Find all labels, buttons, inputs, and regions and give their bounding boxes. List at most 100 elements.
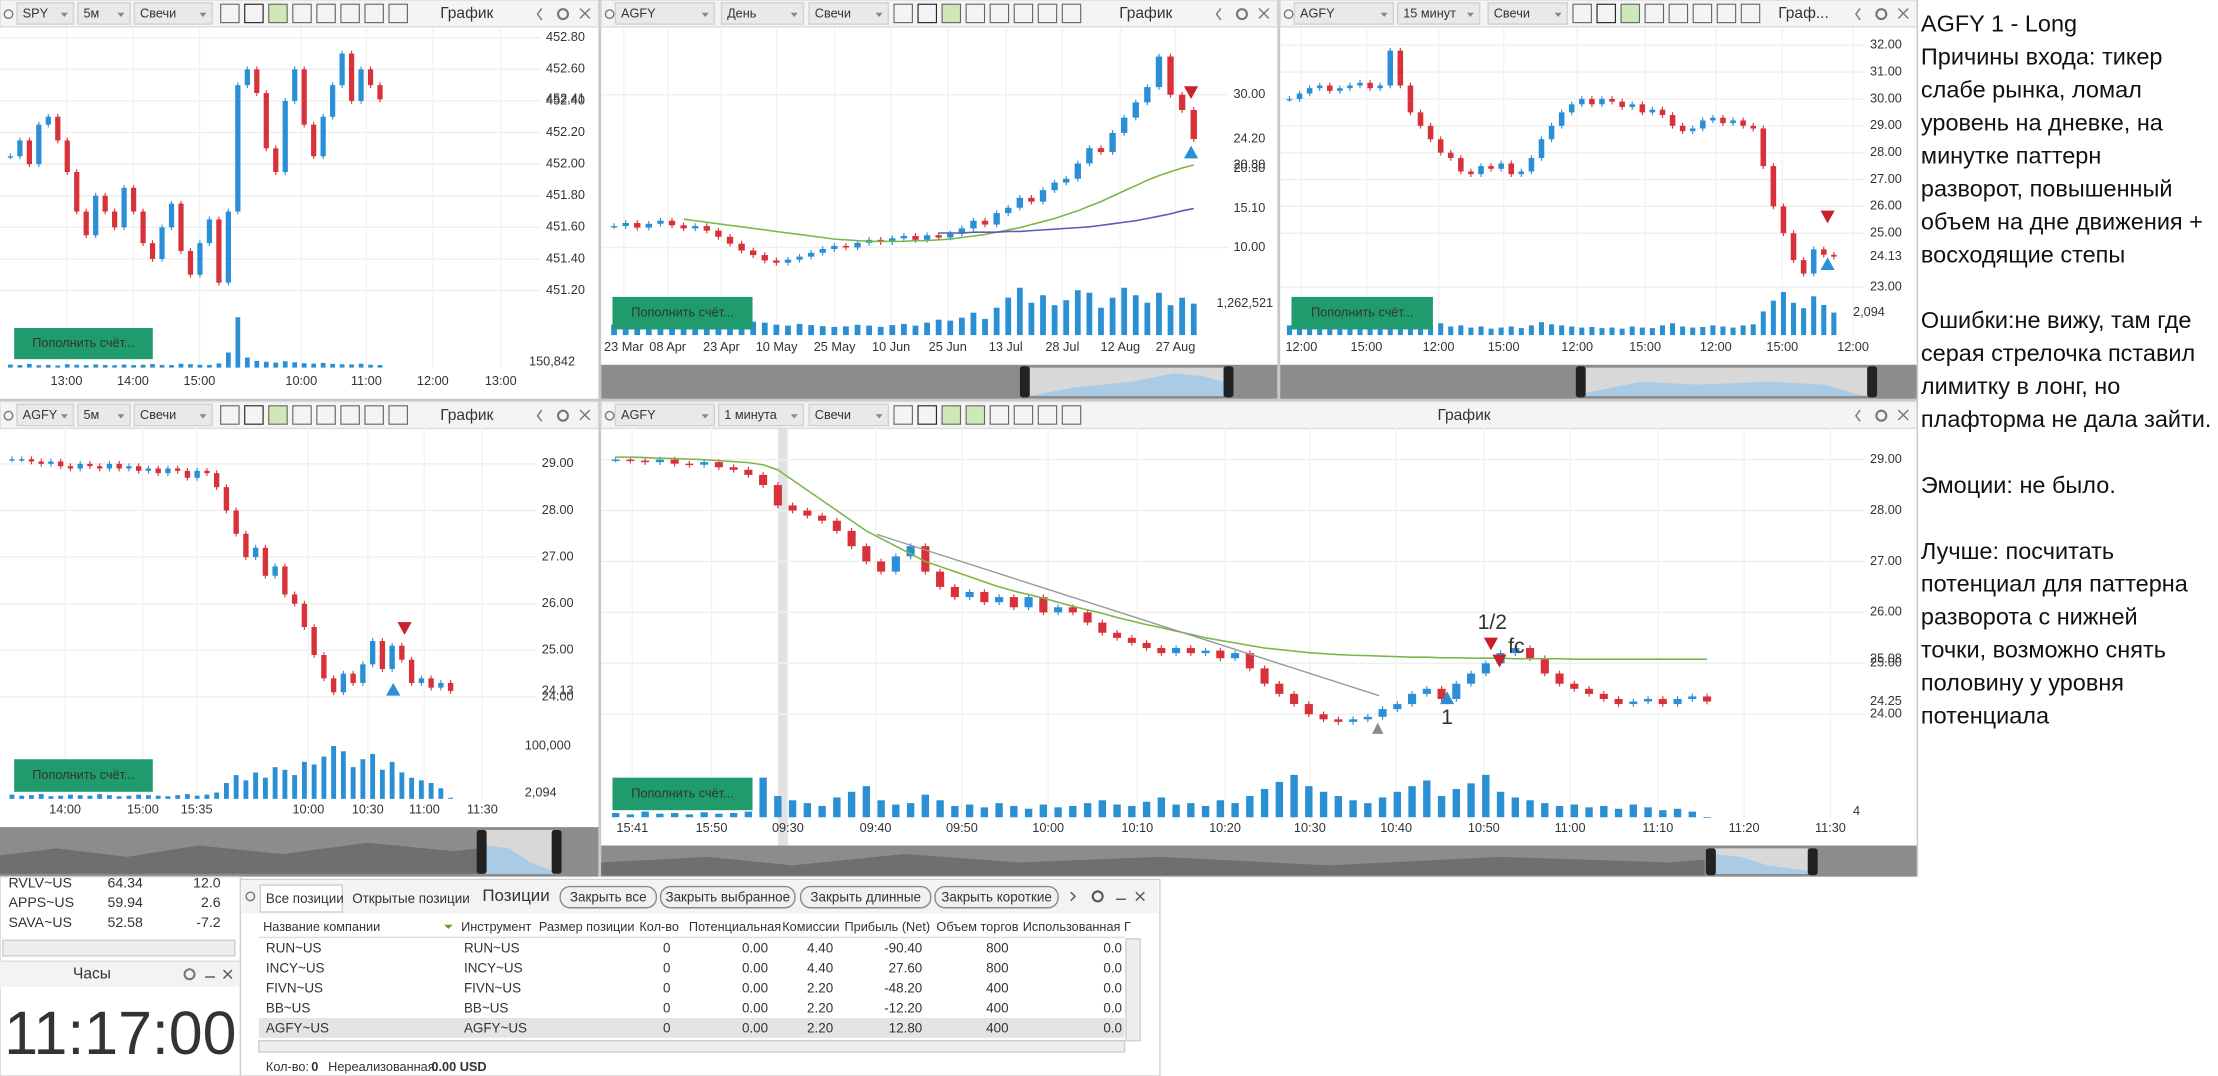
deposit-button[interactable] bbox=[14, 759, 153, 792]
interval-box[interactable] bbox=[77, 403, 131, 427]
tool-icon[interactable] bbox=[1037, 3, 1058, 24]
symbol-box[interactable] bbox=[16, 2, 75, 25]
navigator-handle[interactable] bbox=[476, 829, 487, 874]
close-icon[interactable] bbox=[1897, 409, 1909, 421]
settings-icon[interactable] bbox=[183, 968, 196, 981]
chart-style-box[interactable] bbox=[133, 2, 213, 25]
chart-style-box[interactable] bbox=[808, 403, 890, 427]
settings-icon[interactable] bbox=[1875, 409, 1888, 422]
symbol-box[interactable] bbox=[614, 2, 716, 25]
tool-icon[interactable] bbox=[1013, 405, 1034, 425]
tool-icon[interactable] bbox=[316, 3, 336, 24]
tool-icon[interactable] bbox=[340, 405, 360, 425]
navigator[interactable] bbox=[0, 827, 599, 877]
tool-icon[interactable] bbox=[1692, 3, 1713, 24]
tool-icon[interactable] bbox=[1572, 3, 1592, 24]
tool-icon[interactable] bbox=[316, 405, 336, 425]
column-header[interactable]: Название компании bbox=[263, 919, 380, 934]
navigator[interactable] bbox=[601, 364, 1278, 399]
tool-icon[interactable] bbox=[292, 405, 312, 425]
action-button-label[interactable]: Закрыть длинные bbox=[810, 889, 921, 904]
collapse-icon[interactable] bbox=[536, 409, 543, 422]
tool-icon[interactable] bbox=[388, 3, 408, 24]
tool-icon[interactable] bbox=[893, 3, 913, 24]
navigator[interactable] bbox=[601, 845, 1917, 877]
column-header[interactable]: Размер позиции bbox=[539, 919, 635, 934]
action-button[interactable] bbox=[934, 885, 1059, 909]
link-icon[interactable] bbox=[604, 410, 615, 421]
column-header[interactable]: Объем торгов bbox=[936, 919, 1018, 934]
tool-icon[interactable] bbox=[1061, 3, 1082, 24]
tool-icon[interactable] bbox=[364, 405, 384, 425]
interval-box[interactable] bbox=[717, 403, 805, 427]
action-button[interactable] bbox=[799, 885, 932, 909]
action-button[interactable] bbox=[659, 885, 796, 909]
tool-icon[interactable] bbox=[1013, 3, 1034, 24]
settings-icon[interactable] bbox=[1235, 8, 1248, 21]
navigator-handle[interactable] bbox=[1705, 848, 1716, 876]
settings-icon[interactable] bbox=[1875, 8, 1888, 21]
symbol-box[interactable] bbox=[614, 403, 716, 427]
close-icon[interactable] bbox=[1897, 7, 1909, 19]
close-icon[interactable] bbox=[579, 409, 591, 421]
collapse-icon[interactable] bbox=[1854, 8, 1861, 21]
tool-icon[interactable] bbox=[941, 3, 962, 24]
close-icon[interactable] bbox=[579, 7, 591, 19]
navigator-handle[interactable] bbox=[1019, 366, 1030, 398]
tool-icon[interactable] bbox=[1620, 3, 1641, 24]
tool-icon[interactable] bbox=[292, 3, 312, 24]
tool-icon[interactable] bbox=[917, 405, 937, 425]
link-icon[interactable] bbox=[604, 9, 615, 20]
tool-icon[interactable] bbox=[965, 3, 986, 24]
column-header[interactable]: Прибыль (Net) bbox=[844, 919, 930, 934]
tool-icon[interactable] bbox=[917, 3, 937, 24]
tab-active[interactable] bbox=[259, 884, 344, 913]
navigator-handle[interactable] bbox=[1223, 366, 1234, 398]
tab[interactable]: Открытые позиции bbox=[352, 891, 470, 906]
interval-box[interactable] bbox=[77, 2, 131, 25]
tool-icon[interactable] bbox=[1668, 3, 1689, 24]
deposit-button[interactable] bbox=[612, 777, 753, 811]
scrollbar[interactable] bbox=[2, 939, 236, 957]
tool-icon[interactable] bbox=[244, 405, 264, 425]
tool-icon[interactable] bbox=[965, 405, 986, 425]
close-icon[interactable] bbox=[1258, 7, 1270, 19]
tool-icon[interactable] bbox=[989, 3, 1010, 24]
tool-icon[interactable] bbox=[1061, 405, 1082, 425]
action-button-label[interactable]: Закрыть выбранное bbox=[665, 889, 790, 904]
navigator-handle[interactable] bbox=[1867, 366, 1878, 398]
navigator-handle[interactable] bbox=[1575, 366, 1586, 398]
settings-icon[interactable] bbox=[1091, 890, 1104, 903]
chart-style-box[interactable] bbox=[1487, 2, 1569, 25]
chart-style-box[interactable] bbox=[133, 403, 213, 427]
tool-icon[interactable] bbox=[1037, 405, 1058, 425]
tool-icon[interactable] bbox=[364, 3, 384, 24]
interval-box[interactable] bbox=[720, 2, 805, 25]
navigator[interactable] bbox=[1280, 364, 1917, 399]
link-icon[interactable] bbox=[3, 410, 14, 421]
selected-row[interactable] bbox=[258, 1018, 1125, 1038]
scrollbar[interactable] bbox=[1125, 938, 1141, 1042]
tool-icon[interactable] bbox=[1644, 3, 1665, 24]
column-header[interactable]: Кол-во bbox=[639, 919, 679, 934]
tool-icon[interactable] bbox=[1596, 3, 1616, 24]
tool-icon[interactable] bbox=[244, 3, 264, 24]
tool-icon[interactable] bbox=[989, 405, 1010, 425]
tool-icon[interactable] bbox=[220, 405, 240, 425]
more-icon[interactable] bbox=[1070, 891, 1077, 902]
tool-icon[interactable] bbox=[1740, 3, 1761, 24]
link-icon[interactable] bbox=[245, 891, 256, 902]
deposit-button[interactable] bbox=[612, 296, 753, 330]
collapse-icon[interactable] bbox=[536, 8, 543, 21]
tool-icon[interactable] bbox=[941, 405, 962, 425]
tool-icon[interactable] bbox=[220, 3, 240, 24]
deposit-button[interactable] bbox=[1291, 296, 1433, 330]
column-header[interactable]: Потенциальная bbox=[689, 919, 781, 934]
column-header[interactable]: Инструмент bbox=[461, 919, 531, 934]
tool-icon[interactable] bbox=[268, 3, 288, 24]
collapse-icon[interactable] bbox=[1854, 409, 1861, 422]
tab[interactable]: Все позиции bbox=[266, 891, 344, 906]
filter-icon[interactable] bbox=[444, 924, 453, 929]
column-header[interactable]: Комиссии bbox=[782, 919, 839, 934]
chart-style-box[interactable] bbox=[808, 2, 890, 25]
